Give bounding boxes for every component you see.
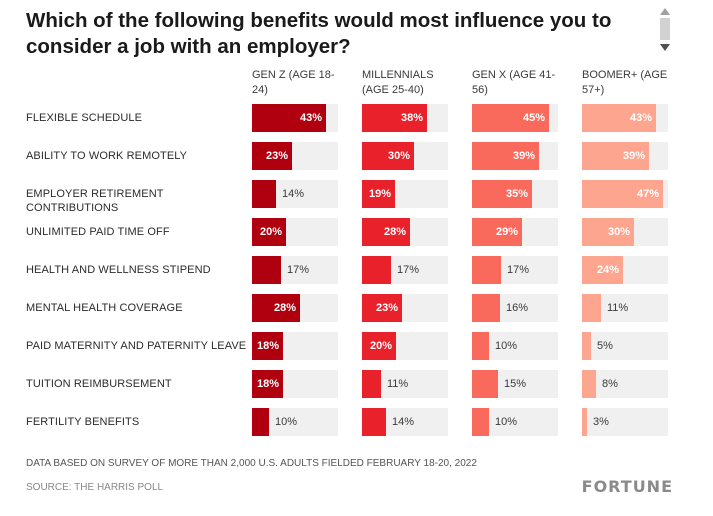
bar	[252, 142, 292, 170]
data-label: 28%	[273, 302, 296, 314]
column-header-gen-z: GEN Z (AGE 18-24)	[252, 69, 335, 96]
column-header-boomer: BOOMER+ (AGE 57+)	[582, 69, 668, 96]
bar	[582, 256, 623, 284]
data-label: 47%	[636, 188, 659, 200]
bar	[362, 294, 402, 322]
data-label: 11%	[607, 302, 629, 314]
data-label: 5%	[597, 340, 613, 352]
bar	[362, 256, 391, 284]
bar	[582, 370, 596, 398]
data-label: 3%	[593, 416, 609, 428]
data-label: 10%	[275, 416, 298, 428]
data-label: 20%	[259, 226, 282, 238]
bar	[362, 332, 396, 360]
bar	[252, 104, 326, 132]
data-label: 30%	[387, 150, 410, 162]
footnote: DATA BASED ON SURVEY OF MORE THAN 2,000 …	[26, 458, 477, 469]
data-label: 23%	[265, 150, 288, 162]
bar	[582, 142, 649, 170]
bar	[362, 142, 414, 170]
data-label: 29%	[495, 226, 518, 238]
bar	[472, 142, 539, 170]
bar	[252, 218, 286, 246]
bar-track	[582, 370, 668, 398]
bar	[472, 370, 498, 398]
column-header-gen-x: GEN X (AGE 41-56)	[472, 69, 556, 96]
bar	[472, 332, 489, 360]
data-label: 18%	[256, 340, 279, 352]
data-label: 19%	[368, 188, 391, 200]
bar	[582, 408, 587, 436]
row-label: MENTAL HEALTH COVERAGE	[26, 302, 183, 314]
data-label: 14%	[282, 188, 305, 200]
scroll-down-arrow-icon[interactable]	[660, 44, 670, 51]
row-label: FLEXIBLE SCHEDULE	[26, 112, 143, 124]
bar	[472, 218, 522, 246]
bar	[252, 294, 300, 322]
bar	[472, 408, 489, 436]
bar	[362, 104, 427, 132]
data-label: 39%	[512, 150, 535, 162]
chart-title: Which of the following benefits would mo…	[26, 9, 612, 58]
fortune-logo: FORTUNE	[581, 477, 673, 496]
data-label: 43%	[629, 112, 652, 124]
bar	[582, 294, 601, 322]
data-label: 39%	[622, 150, 645, 162]
data-label: 43%	[299, 112, 322, 124]
bar	[362, 408, 386, 436]
row-label: UNLIMITED PAID TIME OFF	[26, 226, 170, 238]
row-label: ABILITY TO WORK REMOTELY	[26, 150, 188, 162]
scrollbar[interactable]	[659, 6, 671, 52]
bar	[472, 180, 532, 208]
bar	[582, 180, 663, 208]
bar	[252, 332, 283, 360]
data-label: 38%	[400, 112, 423, 124]
bar	[252, 180, 276, 208]
bar-track	[582, 408, 668, 436]
data-label: 14%	[392, 416, 415, 428]
bar	[362, 370, 381, 398]
data-label: 18%	[256, 378, 279, 390]
data-label: 17%	[397, 264, 420, 276]
bar	[472, 104, 549, 132]
bar-track	[582, 332, 668, 360]
data-label: 10%	[495, 416, 518, 428]
data-label: 11%	[387, 378, 409, 390]
scroll-up-arrow-icon[interactable]	[660, 8, 670, 15]
bar	[582, 332, 591, 360]
data-label: 28%	[383, 226, 406, 238]
bar	[252, 256, 281, 284]
data-label: 16%	[506, 302, 529, 314]
column-header-millennials: MILLENNIALS (AGE 25-40)	[362, 69, 434, 96]
row-label: HEALTH AND WELLNESS STIPEND	[26, 264, 211, 276]
bar	[362, 218, 410, 246]
data-label: 17%	[287, 264, 310, 276]
row-label: FERTILITY BENEFITS	[26, 416, 140, 428]
bar	[362, 180, 395, 208]
row-label: TUITION REIMBURSEMENT	[26, 378, 172, 390]
data-label: 20%	[369, 340, 392, 352]
bar	[252, 370, 283, 398]
data-label: 23%	[375, 302, 398, 314]
source-note: SOURCE: THE HARRIS POLL	[26, 482, 164, 493]
data-label: 45%	[522, 112, 545, 124]
data-label: 35%	[505, 188, 528, 200]
row-label: PAID MATERNITY AND PATERNITY LEAVE	[26, 340, 247, 352]
bar	[472, 256, 501, 284]
data-label: 17%	[507, 264, 530, 276]
data-label: 8%	[602, 378, 618, 390]
data-label: 10%	[495, 340, 518, 352]
data-label: 24%	[596, 264, 619, 276]
data-label: 30%	[607, 226, 630, 238]
bar	[252, 408, 269, 436]
data-label: 15%	[504, 378, 527, 390]
bar	[582, 104, 656, 132]
row-label: EMPLOYER RETIREMENT CONTRIBUTIONS	[26, 188, 164, 214]
scrollbar-thumb[interactable]	[660, 18, 670, 40]
bar	[472, 294, 500, 322]
bar	[582, 218, 634, 246]
